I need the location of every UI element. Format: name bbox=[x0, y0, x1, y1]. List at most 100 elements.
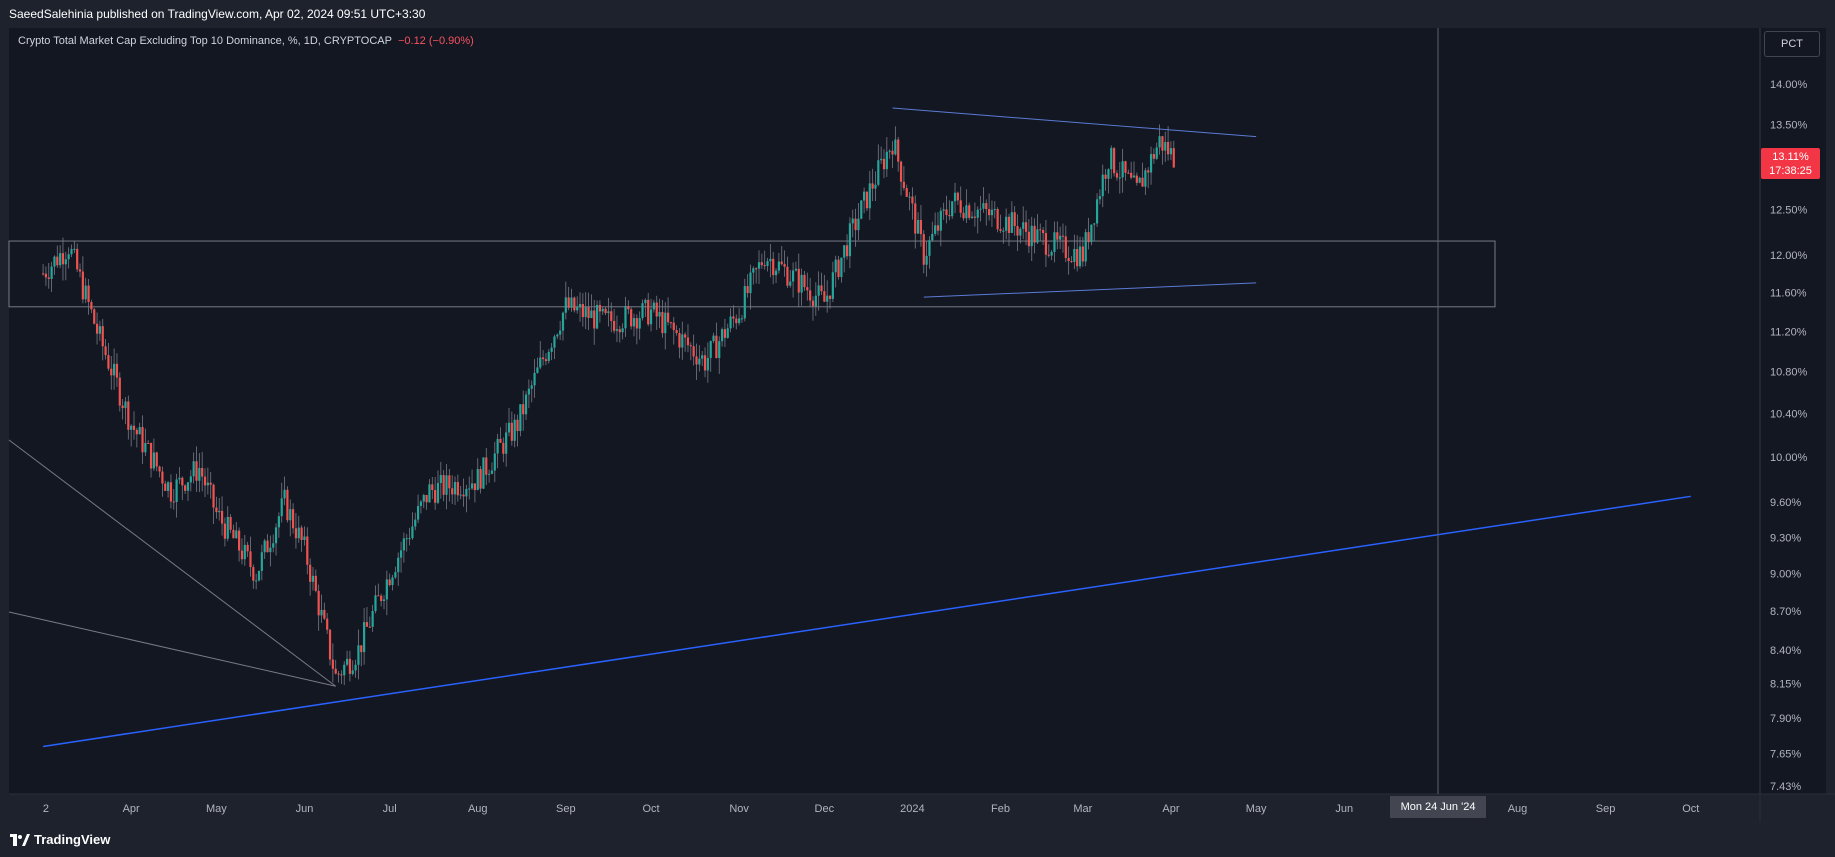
candle-body bbox=[1138, 177, 1141, 183]
time-tick-label: Apr bbox=[1162, 803, 1179, 815]
candle-body bbox=[757, 262, 761, 269]
candle-body bbox=[1019, 228, 1022, 236]
candle-body bbox=[303, 536, 306, 541]
candle-body bbox=[1007, 216, 1011, 233]
candle-body bbox=[576, 307, 579, 311]
price-tick-label: 9.30% bbox=[1770, 532, 1801, 544]
candle-body bbox=[718, 341, 721, 359]
candle-body bbox=[206, 482, 209, 486]
countdown: 17:38:25 bbox=[1769, 165, 1812, 177]
candle-body bbox=[590, 310, 593, 318]
candle-body bbox=[749, 272, 752, 294]
candle-body bbox=[178, 477, 181, 480]
candle-body bbox=[1050, 251, 1053, 256]
candle-body bbox=[664, 312, 667, 334]
candle-body bbox=[837, 259, 840, 278]
candle-body bbox=[291, 509, 295, 529]
candle-body bbox=[783, 264, 786, 267]
candle-body bbox=[931, 233, 934, 241]
candle-body bbox=[826, 295, 829, 302]
candle-body bbox=[1161, 136, 1164, 151]
price-axis-labels[interactable]: 14.00% 13.50% 12.50% 12.00% 11.60% 11.20% 10.8… bbox=[1770, 79, 1808, 793]
symbol-legend[interactable]: Crypto Total Market Cap Excluding Top 10… bbox=[18, 35, 474, 47]
candle-body bbox=[834, 259, 837, 273]
candle-body bbox=[360, 645, 363, 653]
candle-body bbox=[735, 318, 738, 324]
candle-body bbox=[294, 528, 298, 539]
fan-line-upper[interactable] bbox=[8, 439, 337, 687]
candle-body bbox=[1027, 231, 1030, 247]
candlestick-series bbox=[41, 124, 1175, 686]
triangle-upper-line[interactable] bbox=[892, 107, 1257, 138]
candle-body bbox=[485, 457, 488, 475]
candle-body bbox=[246, 544, 249, 552]
candle-body bbox=[223, 523, 227, 539]
plot-background bbox=[9, 28, 1759, 794]
candle-body bbox=[44, 273, 48, 278]
candle-body bbox=[255, 580, 258, 582]
candle-body bbox=[391, 577, 394, 586]
candle-body bbox=[729, 316, 732, 329]
candle-body bbox=[1073, 249, 1076, 262]
candle-body bbox=[169, 482, 173, 502]
price-tick-label: 9.60% bbox=[1770, 497, 1801, 509]
candle-body bbox=[434, 489, 437, 503]
candle-body bbox=[149, 442, 153, 469]
candle-body bbox=[806, 287, 809, 291]
candle-body bbox=[945, 209, 948, 216]
candle-body bbox=[397, 557, 400, 573]
candle-body bbox=[655, 302, 658, 317]
candle-body bbox=[314, 575, 317, 591]
candle-body bbox=[334, 668, 337, 674]
candle-body bbox=[1030, 225, 1033, 247]
candle-body bbox=[712, 335, 715, 342]
candle-body bbox=[635, 318, 638, 329]
candle-body bbox=[405, 538, 408, 540]
candle-body bbox=[490, 470, 494, 474]
candle-body bbox=[81, 271, 84, 300]
candle-body bbox=[1076, 249, 1079, 267]
candle-body bbox=[527, 388, 530, 395]
candle-body bbox=[573, 297, 576, 311]
candle-body bbox=[973, 216, 977, 218]
candle-body bbox=[684, 334, 687, 338]
legend-change: −0.12 (−0.90%) bbox=[397, 35, 474, 47]
candle-body bbox=[618, 329, 621, 333]
candle-body bbox=[703, 355, 707, 371]
candle-body bbox=[382, 599, 386, 601]
candle-body bbox=[723, 329, 727, 338]
candle-body bbox=[632, 318, 636, 327]
candle-body bbox=[61, 253, 65, 265]
candle-body bbox=[1155, 147, 1158, 159]
candle-body bbox=[1084, 232, 1087, 262]
candle-body bbox=[374, 595, 377, 612]
triangle-lower-line[interactable] bbox=[923, 282, 1257, 298]
rectangle-zone[interactable] bbox=[8, 240, 1496, 308]
candle-body bbox=[1064, 236, 1067, 258]
candle-body bbox=[306, 536, 309, 565]
scale-mode-button[interactable]: PCT bbox=[1764, 31, 1820, 57]
candle-body bbox=[226, 516, 229, 539]
time-tick-label: Oct bbox=[642, 803, 659, 815]
candle-body bbox=[1098, 196, 1102, 200]
candle-body bbox=[615, 329, 619, 331]
candle-body bbox=[1002, 230, 1005, 232]
trendlines[interactable] bbox=[8, 107, 1691, 748]
candle-body bbox=[184, 485, 187, 491]
candle-body bbox=[732, 316, 735, 319]
candle-body bbox=[990, 209, 994, 216]
candle-body bbox=[874, 184, 877, 189]
candle-body bbox=[831, 272, 834, 299]
fan-line-lower[interactable] bbox=[8, 611, 336, 687]
candle-body bbox=[104, 346, 107, 356]
candle-body bbox=[289, 509, 292, 521]
candle-body bbox=[1104, 174, 1107, 179]
time-axis-labels[interactable]: 2 Apr May Jun Jul Aug Sep Oct Nov Dec 2024 Feb Mar Ap… bbox=[43, 803, 1700, 815]
price-tick-label: 14.00% bbox=[1770, 79, 1808, 91]
long-trendline[interactable] bbox=[42, 495, 1691, 748]
tradingview-logo[interactable]: TradingView bbox=[10, 832, 110, 847]
candle-body bbox=[476, 469, 479, 491]
candle-body bbox=[894, 139, 897, 155]
chart-area[interactable]: 14.00% 13.50% 12.50% 12.00% 11.60% 11.20% 10.8… bbox=[0, 28, 1835, 822]
zone-rect[interactable] bbox=[8, 240, 1496, 308]
